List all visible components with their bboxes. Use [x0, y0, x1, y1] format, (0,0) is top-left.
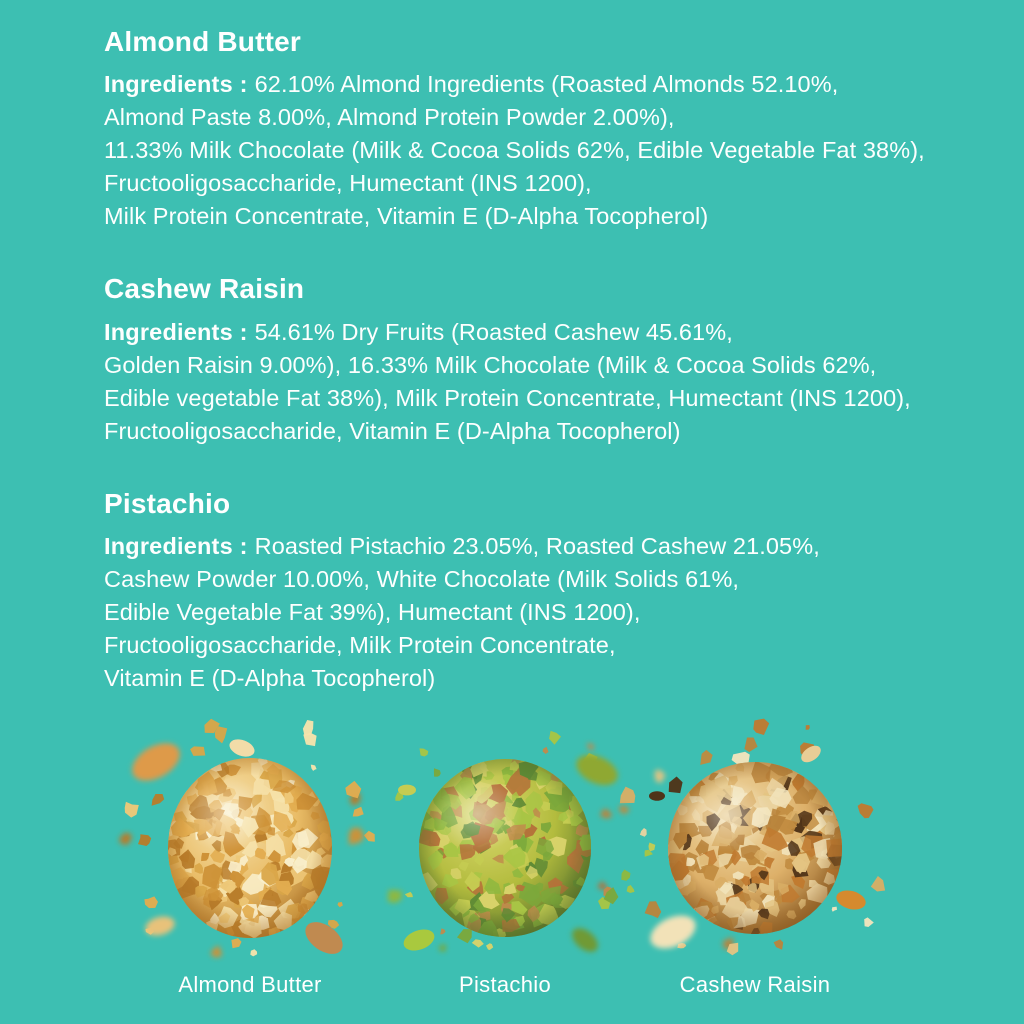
product-cashew-raisin: Cashew Raisin	[600, 718, 886, 998]
ingredient-line: Vitamin E (D-Alpha Tocopherol)	[104, 665, 436, 692]
ingredients-label: Ingredients :	[104, 71, 248, 98]
product-label-pistachio: Pistachio	[459, 972, 551, 997]
section-cashew-raisin: Cashew Raisin Ingredients :54.61% Dry Fr…	[104, 273, 1004, 447]
ingredient-line: Cashew Powder 10.00%, White Chocolate (M…	[104, 566, 740, 593]
ingredients-label: Ingredients :	[104, 533, 248, 560]
pistachio-laddoo-image	[387, 730, 656, 952]
ingredient-line: Ingredients :54.61% Dry Fruits (Roasted …	[104, 316, 1004, 349]
section-title-pistachio: Pistachio	[104, 487, 231, 519]
ingredient-line: Fructooligosaccharide, Humectant (INS 12…	[104, 170, 592, 197]
section-title-cashew-raisin: Cashew Raisin	[104, 273, 305, 305]
ingredient-text: Roasted Pistachio 23.05%, Roasted Cashew…	[254, 533, 820, 560]
ingredient-line: Ingredients : Roasted Pistachio 23.05%, R…	[104, 530, 1004, 563]
ingredients-label: Ingredients :	[104, 318, 248, 345]
ingredient-line: Ingredients :62.10% Almond Ingredients (…	[104, 68, 1004, 101]
section-title-almond-butter: Almond Butter	[104, 26, 302, 57]
section-almond-butter: Almond Butter Ingredients :62.10% Almond…	[104, 26, 1004, 233]
ingredient-line: Golden Raisin 9.00%), 16.33% Milk Chocol…	[104, 351, 877, 378]
ingredient-line: Fructooligosaccharide, Vitamin E (D-Alph…	[104, 417, 681, 444]
ingredient-line: Fructooligosaccharide, Milk Protein Conc…	[104, 632, 616, 659]
ingredient-line: Edible vegetable Fat 38%), Milk Protein …	[104, 384, 911, 411]
ingredient-line: 11.33% Milk Chocolate (Milk & Cocoa Soli…	[104, 137, 925, 164]
product-pistachio: Pistachio	[375, 730, 656, 998]
ingredient-line: Milk Protein Concentrate, Vitamin E (D-A…	[104, 203, 709, 230]
product-label-almond-butter: Almond Butter	[178, 972, 322, 997]
ingredient-line: Almond Paste 8.00%, Almond Protein Powde…	[104, 104, 675, 131]
product-almond-butter: Almond Butter	[118, 718, 380, 998]
ingredient-line: Edible Vegetable Fat 39%), Humectant (IN…	[104, 599, 641, 626]
cashew-raisin-laddoo-image	[600, 718, 886, 956]
ingredient-text: 62.10% Almond Ingredients (Roasted Almon…	[254, 71, 839, 98]
product-label-cashew-raisin: Cashew Raisin	[679, 972, 831, 997]
almond-butter-laddoo-image	[118, 718, 375, 958]
ingredients-text-block: Almond Butter Ingredients :62.10% Almond…	[104, 26, 1004, 695]
ingredient-text: 54.61% Dry Fruits (Roasted Cashew 45.61%…	[254, 318, 733, 345]
products-row: Almond Butter Pistachio Cashew Raisin	[0, 718, 1024, 1005]
section-pistachio: Pistachio Ingredients : Roasted Pistachio…	[104, 488, 1004, 695]
